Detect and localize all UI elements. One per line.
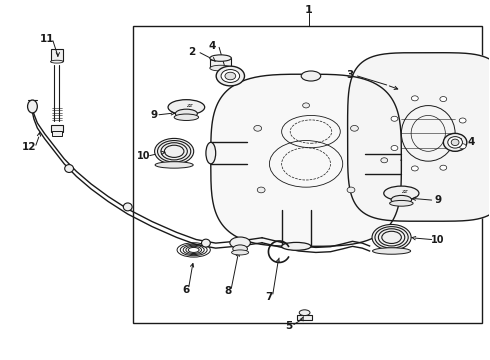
Text: 8: 8 — [225, 286, 232, 296]
Ellipse shape — [372, 225, 411, 250]
Circle shape — [391, 145, 398, 150]
Ellipse shape — [443, 134, 467, 151]
Text: 7: 7 — [266, 292, 273, 302]
Bar — [133, 26, 482, 323]
Circle shape — [381, 158, 388, 163]
Ellipse shape — [299, 310, 310, 316]
Ellipse shape — [50, 60, 63, 63]
Ellipse shape — [155, 138, 194, 164]
Bar — [50, 49, 63, 61]
Text: 4: 4 — [467, 137, 475, 147]
Ellipse shape — [451, 139, 459, 145]
Circle shape — [459, 118, 466, 123]
Ellipse shape — [233, 245, 247, 253]
Ellipse shape — [301, 71, 321, 81]
Ellipse shape — [155, 162, 193, 168]
Text: 3: 3 — [346, 70, 354, 80]
Ellipse shape — [372, 248, 411, 254]
Ellipse shape — [232, 250, 248, 255]
Ellipse shape — [168, 100, 205, 115]
Circle shape — [303, 103, 310, 108]
Ellipse shape — [448, 136, 463, 148]
Ellipse shape — [282, 242, 311, 250]
Ellipse shape — [174, 114, 198, 121]
Text: 9: 9 — [150, 110, 157, 120]
Circle shape — [459, 144, 466, 149]
Bar — [297, 315, 312, 320]
Text: 1: 1 — [305, 5, 313, 15]
Ellipse shape — [216, 66, 245, 86]
Circle shape — [440, 96, 447, 102]
Text: 9: 9 — [435, 195, 441, 205]
Bar — [52, 131, 62, 136]
Ellipse shape — [175, 109, 197, 118]
Text: 4: 4 — [209, 41, 216, 51]
Ellipse shape — [210, 55, 231, 61]
Bar — [51, 125, 63, 132]
Ellipse shape — [391, 195, 412, 204]
Circle shape — [391, 116, 398, 121]
Circle shape — [440, 165, 447, 170]
Ellipse shape — [210, 65, 231, 71]
Bar — [210, 58, 231, 68]
Ellipse shape — [65, 165, 74, 172]
Text: 10: 10 — [137, 150, 150, 161]
Ellipse shape — [390, 201, 413, 206]
Ellipse shape — [123, 203, 132, 211]
Text: 5: 5 — [285, 321, 293, 331]
Circle shape — [254, 125, 262, 131]
Circle shape — [347, 187, 355, 193]
Text: 12: 12 — [22, 142, 36, 152]
Polygon shape — [211, 74, 401, 246]
Text: zz: zz — [400, 189, 407, 194]
Polygon shape — [347, 53, 490, 221]
Ellipse shape — [27, 100, 37, 113]
Circle shape — [412, 166, 418, 171]
Ellipse shape — [206, 142, 216, 164]
Text: 2: 2 — [188, 46, 195, 57]
Circle shape — [412, 96, 418, 101]
Ellipse shape — [230, 237, 250, 248]
Text: 6: 6 — [183, 285, 190, 295]
Ellipse shape — [201, 239, 210, 247]
Ellipse shape — [221, 69, 240, 82]
Circle shape — [257, 187, 265, 193]
Text: 11: 11 — [40, 34, 54, 44]
Ellipse shape — [225, 72, 236, 80]
Text: 10: 10 — [431, 234, 445, 244]
Text: zz: zz — [186, 103, 192, 108]
Circle shape — [350, 125, 358, 131]
Ellipse shape — [384, 186, 419, 201]
